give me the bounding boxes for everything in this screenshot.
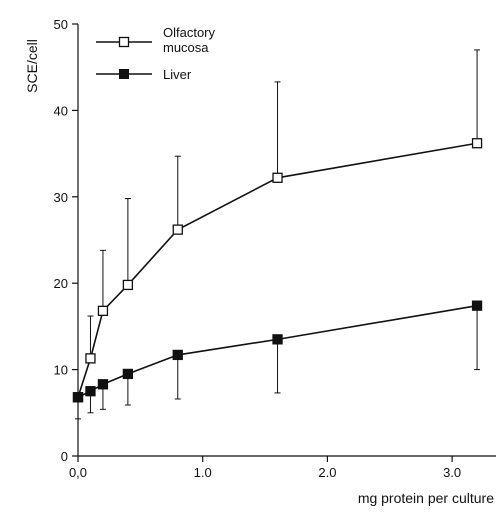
- y-tick-label: 20: [54, 276, 68, 291]
- legend-marker-filled-square: [119, 69, 129, 79]
- legend-label-olfactory: Olfactory mucosa: [163, 25, 216, 55]
- y-tick-label: 0: [61, 449, 68, 464]
- data-point: [172, 349, 183, 361]
- legend-item-olfactory: Olfactory mucosa: [96, 25, 216, 55]
- data-point: [72, 392, 84, 403]
- legend: Olfactory mucosa Liver: [96, 25, 216, 82]
- data-point: [85, 386, 96, 397]
- y-axis-title: SCE/cell: [24, 39, 40, 93]
- data-point: [122, 279, 134, 291]
- legend-item-liver: Liver: [96, 67, 192, 82]
- data-point: [97, 305, 109, 316]
- data-point: [85, 353, 96, 364]
- legend-label-liver: Liver: [163, 67, 192, 82]
- y-tick-label: 10: [54, 363, 68, 378]
- legend-marker-open-square: [118, 36, 130, 48]
- data-point: [272, 172, 283, 183]
- y-tick-label: 30: [54, 190, 68, 205]
- data-point: [471, 138, 483, 149]
- series-olfactory-mucosa: [72, 49, 483, 403]
- x-ticks: 0,0 1.0 2.0 3.0: [69, 456, 461, 480]
- series-liver: [72, 300, 483, 420]
- y-tick-label: 40: [54, 103, 68, 118]
- x-tick-label: 3.0: [443, 465, 461, 480]
- data-point: [97, 379, 109, 390]
- data-point: [122, 368, 134, 380]
- series-layer: [72, 49, 483, 420]
- y-tick-label: 50: [54, 17, 68, 32]
- x-tick-label: 2.0: [318, 465, 336, 480]
- data-point: [172, 224, 183, 235]
- x-axis-title: mg protein per culture: [358, 490, 494, 506]
- data-point: [471, 300, 483, 311]
- data-point: [272, 334, 283, 345]
- x-tick-label: 1.0: [194, 465, 212, 480]
- axes: 0 10 20 30 40 50 0,0 1.0 2.0 3.0: [54, 17, 496, 480]
- x-tick-label: 0,0: [69, 465, 87, 480]
- y-ticks: 0 10 20 30 40 50: [54, 17, 78, 464]
